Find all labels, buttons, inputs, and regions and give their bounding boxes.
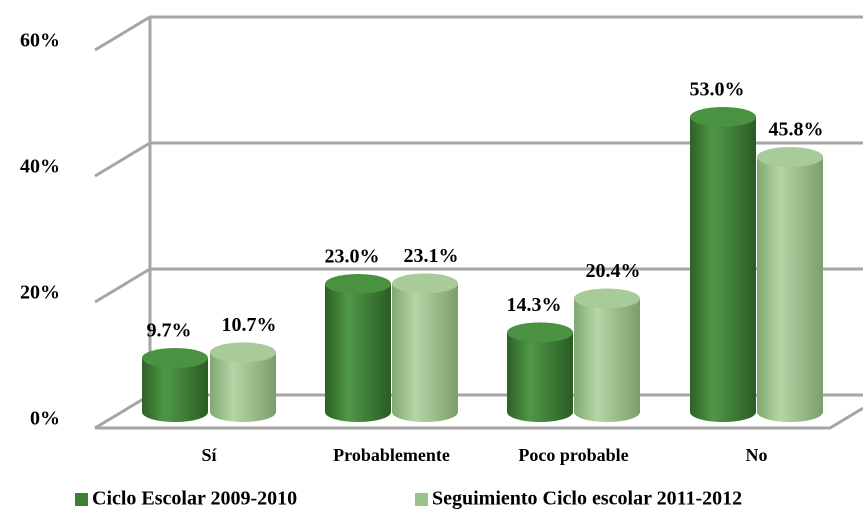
- bar: [507, 332, 573, 422]
- y-tick-label: 20%: [20, 282, 60, 304]
- grid-line: [94, 15, 863, 52]
- bar-top: [507, 322, 573, 343]
- value-label: 23.0%: [325, 246, 380, 268]
- x-tick-label: Sí: [201, 445, 217, 465]
- bar-top: [325, 273, 391, 294]
- legend-swatch: [415, 493, 428, 506]
- x-tick-label: No: [746, 445, 768, 465]
- legend-label: Seguimiento Ciclo escolar 2011-2012: [432, 488, 742, 510]
- bar-top: [142, 348, 208, 369]
- floor-front: [95, 406, 863, 430]
- bar-top: [757, 147, 823, 168]
- bar: [325, 283, 391, 422]
- bar: [574, 298, 640, 422]
- bar: [210, 352, 276, 422]
- value-label: 9.7%: [147, 320, 192, 342]
- bar: [690, 116, 756, 422]
- value-label: 53.0%: [690, 79, 745, 101]
- bar-top: [210, 342, 276, 363]
- y-tick-label: 60%: [20, 30, 60, 52]
- y-tick-label: 0%: [30, 408, 60, 430]
- bar: [142, 358, 208, 422]
- value-label: 14.3%: [507, 294, 562, 316]
- bar: [392, 283, 458, 422]
- legend-swatch: [75, 493, 88, 506]
- y-tick-label: 40%: [20, 156, 60, 178]
- x-tick-label: Poco probable: [518, 445, 628, 465]
- value-label: 20.4%: [586, 260, 641, 282]
- legend-label: Ciclo Escolar 2009-2010: [92, 488, 297, 510]
- x-tick-label: Probablemente: [333, 445, 450, 465]
- value-label: 10.7%: [222, 314, 277, 336]
- bar: [757, 157, 823, 422]
- value-label: 45.8%: [769, 119, 824, 141]
- bar-top: [574, 288, 640, 309]
- value-label: 23.1%: [404, 245, 459, 267]
- bar-top: [690, 106, 756, 127]
- bar-top: [392, 273, 458, 294]
